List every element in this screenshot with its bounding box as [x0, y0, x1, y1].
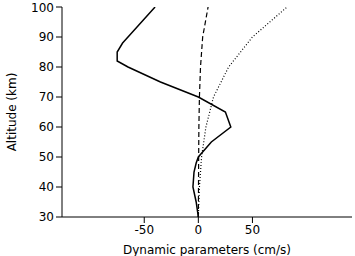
svg-text:Dynamic parameters (cm/s): Dynamic parameters (cm/s) [123, 243, 291, 256]
svg-text:40: 40 [39, 180, 54, 194]
svg-text:Altitude (km): Altitude (km) [8, 73, 19, 152]
svg-text:-50: -50 [134, 223, 154, 237]
svg-text:30: 30 [39, 210, 54, 224]
svg-text:50: 50 [39, 150, 54, 164]
svg-text:50: 50 [245, 223, 260, 237]
svg-text:100: 100 [31, 1, 54, 15]
svg-text:60: 60 [39, 120, 54, 134]
svg-text:80: 80 [39, 60, 54, 74]
svg-text:90: 90 [39, 30, 54, 44]
svg-text:0: 0 [195, 223, 203, 237]
svg-text:70: 70 [39, 90, 54, 104]
